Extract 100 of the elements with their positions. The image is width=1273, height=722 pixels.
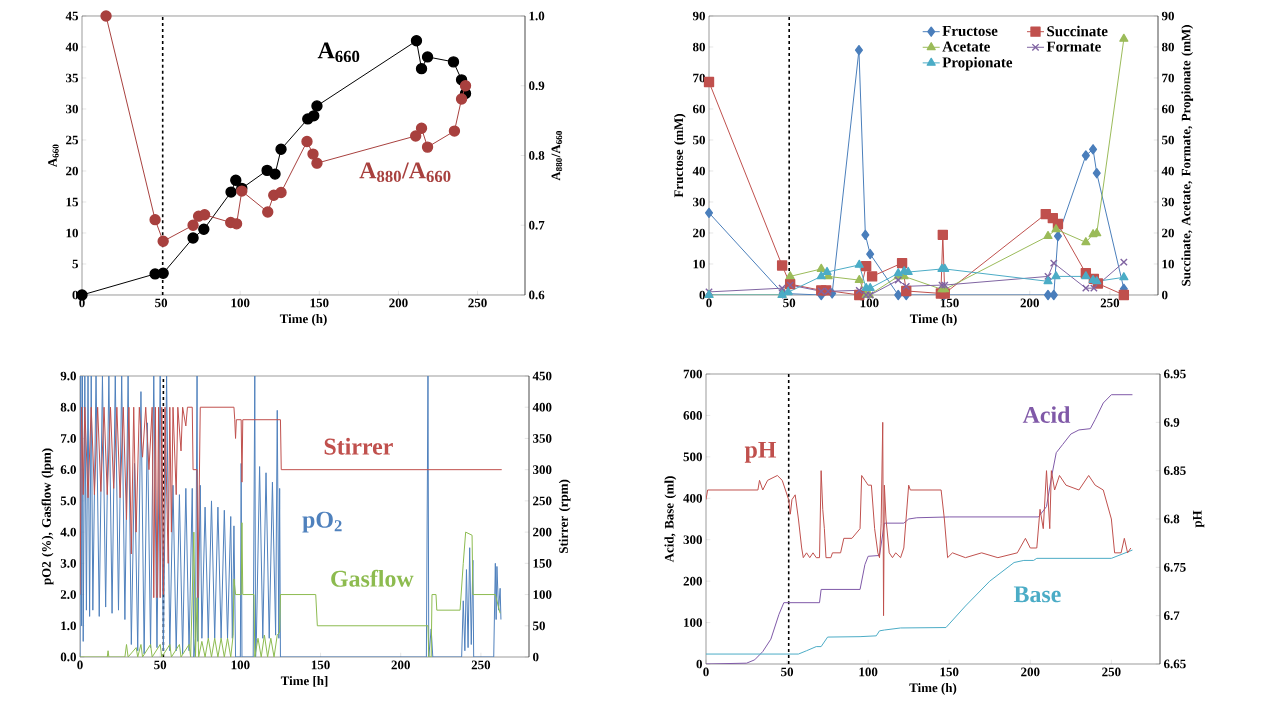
y-tick-label: 25 — [66, 135, 79, 145]
y-axis-title: Fructose (mM) — [673, 113, 686, 198]
y-tick-label: 45 — [65, 11, 79, 21]
y-tick-label: 90 — [692, 11, 705, 21]
y-axis-title: A$_{660}$ — [48, 144, 59, 168]
x-tick-label: 250 — [1100, 298, 1120, 308]
y-tick-label: 1.0 — [61, 621, 76, 631]
y2-tick-label: 250 — [533, 496, 552, 506]
y-tick-label: 400 — [683, 493, 702, 503]
y-tick-label: 0 — [699, 290, 705, 300]
legend-label: Succinate — [1047, 25, 1108, 37]
x-axis-title: Time (h) — [909, 683, 957, 695]
x-tick-label: 50 — [781, 667, 794, 677]
y-tick-label: 40 — [692, 166, 705, 176]
y2-tick-label: 6.75 — [1163, 562, 1186, 572]
y2-tick-label: 350 — [533, 434, 552, 443]
series-label: A$_{880}$/A$_{660}$ — [359, 162, 451, 183]
y2-tick-label: 10 — [1162, 259, 1174, 269]
y2-tick-label: 6.95 — [1163, 369, 1186, 379]
x-tick-label: 50 — [154, 660, 167, 670]
y-tick-label: 80 — [692, 42, 705, 52]
x-tick-label: 100 — [860, 298, 879, 308]
x-tick-label: 250 — [1102, 667, 1121, 677]
y2-tick-label: 6.9 — [1163, 417, 1180, 427]
y-tick-label: 100 — [684, 618, 702, 627]
series-label: Acid — [1022, 406, 1071, 424]
y-tick-label: 15 — [66, 197, 79, 207]
y2-tick-label: 6.7 — [1163, 611, 1180, 621]
y2-tick-label: 200 — [533, 527, 552, 537]
y-tick-label: 5 — [72, 259, 78, 269]
y2-tick-label: 0 — [1162, 290, 1168, 300]
y-tick-label: 40 — [65, 42, 78, 52]
y2-tick-label: 60 — [1161, 104, 1174, 114]
legend-label: Formate — [1046, 41, 1101, 52]
y2-tick-label: 0.6 — [529, 290, 545, 300]
y2-axis-title: Stirrer (rpm) — [558, 479, 571, 554]
y2-tick-label: 90 — [1161, 11, 1174, 21]
y2-tick-label: 20 — [1162, 228, 1174, 238]
y-tick-label: 6.0 — [60, 465, 76, 475]
x-tick-label: 50 — [155, 298, 168, 308]
y2-tick-label: 100 — [533, 590, 552, 599]
y-tick-label: 35 — [66, 73, 79, 83]
y-tick-label: 5.0 — [60, 496, 76, 506]
x-tick-label: 150 — [940, 667, 959, 677]
y2-tick-label: 0.7 — [529, 220, 545, 230]
y2-tick-label: 80 — [1161, 42, 1174, 52]
y2-tick-label: 1.0 — [529, 11, 545, 21]
y2-tick-label: 0.9 — [529, 81, 545, 91]
y-tick-label: 60 — [692, 104, 705, 114]
y-tick-label: 30 — [66, 104, 78, 114]
y2-tick-label: 30 — [1162, 197, 1174, 207]
y-tick-label: 9.0 — [60, 371, 76, 381]
y-tick-label: 10 — [693, 259, 705, 269]
y-tick-label: 700 — [683, 369, 702, 379]
x-axis-title: Time (h) — [279, 314, 327, 326]
x-tick-label: 200 — [1020, 298, 1039, 308]
x-tick-label: 150 — [310, 298, 329, 308]
x-tick-label: 200 — [389, 298, 408, 308]
y-tick-label: 50 — [693, 135, 705, 145]
series-label: Base — [1013, 586, 1061, 603]
x-tick-label: 200 — [391, 660, 410, 670]
x-tick-label: 100 — [231, 660, 250, 670]
x-axis-title: Time (h) — [909, 314, 957, 326]
y-tick-label: 30 — [693, 197, 705, 207]
series-label: A$_{660}$ — [317, 42, 360, 63]
y2-tick-label: 70 — [1162, 73, 1174, 83]
y-tick-label: 8.0 — [60, 402, 76, 412]
y2-axis-title: pH — [1193, 510, 1205, 528]
y-tick-label: 4.0 — [60, 527, 76, 537]
x-tick-label: 200 — [1021, 667, 1040, 677]
y-axis-title: pO2 (%), Gasflow (lpm) — [41, 448, 54, 585]
y2-tick-label: 6.85 — [1163, 466, 1186, 476]
y2-tick-label: 50 — [533, 621, 545, 631]
series-label: Gasflow — [331, 569, 414, 587]
y-tick-label: 500 — [683, 452, 702, 462]
y-tick-label: 7.0 — [61, 434, 76, 443]
y2-axis-title: Succinate, Acetate, Formate, Propionate (mM) — [1181, 25, 1194, 286]
y-tick-label: 300 — [683, 535, 702, 545]
y2-axis-title: A$_{880}$/A$_{660}$ — [551, 131, 563, 181]
y2-tick-label: 0.8 — [529, 151, 545, 160]
y2-tick-label: 400 — [532, 402, 552, 412]
y-tick-label: 20 — [66, 166, 78, 176]
y-tick-label: 2.0 — [60, 590, 76, 599]
y2-tick-label: 40 — [1161, 166, 1174, 176]
y-tick-label: 600 — [683, 411, 702, 420]
x-tick-label: 150 — [311, 660, 330, 670]
legend-label: Propionate — [942, 56, 1013, 71]
x-tick-label: 100 — [859, 667, 878, 677]
y2-tick-label: 50 — [1162, 135, 1174, 145]
y-tick-label: 0.0 — [60, 652, 76, 662]
y-axis-title: Acid, Base (ml) — [664, 476, 677, 563]
y-tick-label: 10 — [66, 228, 78, 238]
series-label: pH — [744, 441, 777, 463]
y2-tick-label: 6.65 — [1163, 659, 1186, 669]
x-tick-label: 50 — [783, 298, 796, 308]
x-tick-label: 150 — [940, 298, 959, 308]
y-tick-label: 20 — [693, 228, 705, 238]
x-tick-label: 250 — [468, 298, 487, 308]
y-tick-label: 3.0 — [60, 558, 76, 568]
y2-tick-label: 300 — [533, 465, 552, 475]
